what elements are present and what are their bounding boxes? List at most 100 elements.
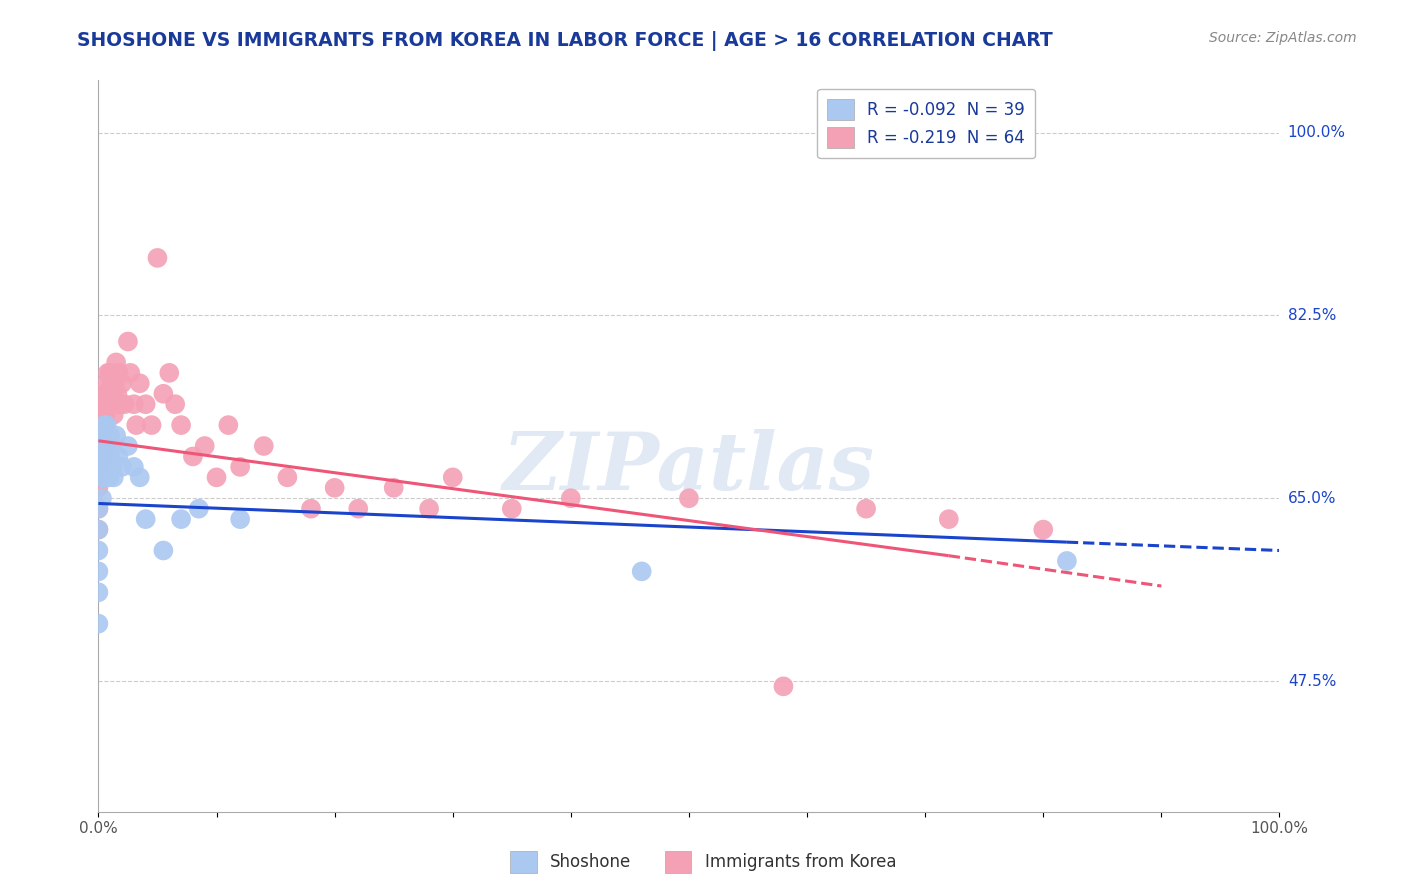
Point	[91, 450, 114, 464]
Point	[125, 418, 148, 433]
Point	[108, 397, 131, 411]
Point	[91, 439, 114, 453]
Point	[560, 491, 582, 506]
Point	[103, 408, 125, 422]
Text: 47.5%: 47.5%	[1288, 673, 1336, 689]
Point	[98, 470, 121, 484]
Point	[87, 481, 110, 495]
Point	[135, 512, 157, 526]
Text: ZIPatlas: ZIPatlas	[503, 429, 875, 507]
Text: Source: ZipAtlas.com: Source: ZipAtlas.com	[1209, 31, 1357, 45]
Point	[112, 397, 135, 411]
Point	[91, 459, 114, 474]
Point	[91, 439, 114, 453]
Point	[165, 397, 187, 411]
Point	[194, 439, 217, 453]
Point	[141, 418, 163, 433]
Point	[97, 397, 120, 411]
Point	[772, 679, 794, 693]
Point	[91, 428, 114, 442]
Point	[105, 386, 128, 401]
Point	[170, 418, 193, 433]
Point	[120, 366, 142, 380]
Point	[94, 386, 117, 401]
Point	[87, 523, 110, 537]
Point	[97, 428, 120, 442]
Point	[87, 585, 110, 599]
Point	[91, 408, 114, 422]
Point	[87, 459, 110, 474]
Point	[94, 450, 117, 464]
Point	[418, 501, 440, 516]
Point	[96, 376, 118, 391]
Point	[938, 512, 960, 526]
Point	[253, 439, 276, 453]
Point	[96, 418, 118, 433]
Point	[87, 565, 110, 579]
Text: 65.0%: 65.0%	[1288, 491, 1336, 506]
Point	[678, 491, 700, 506]
Point	[152, 543, 174, 558]
Point	[96, 397, 118, 411]
Point	[122, 459, 145, 474]
Point	[229, 512, 252, 526]
Point	[117, 334, 139, 349]
Point	[157, 366, 180, 380]
Point	[93, 397, 115, 411]
Point	[170, 512, 193, 526]
Point	[501, 501, 523, 516]
Point	[181, 450, 204, 464]
Point	[122, 397, 145, 411]
Point	[152, 386, 174, 401]
Point	[111, 376, 134, 391]
Text: 82.5%: 82.5%	[1288, 308, 1336, 323]
Point	[1056, 554, 1078, 568]
Point	[128, 376, 150, 391]
Point	[94, 408, 117, 422]
Point	[93, 470, 115, 484]
Text: SHOSHONE VS IMMIGRANTS FROM KOREA IN LABOR FORCE | AGE > 16 CORRELATION CHART: SHOSHONE VS IMMIGRANTS FROM KOREA IN LAB…	[77, 31, 1053, 51]
Point	[205, 470, 228, 484]
Point	[97, 366, 120, 380]
Point	[96, 450, 118, 464]
Point	[87, 501, 110, 516]
Point	[87, 523, 110, 537]
Point	[217, 418, 239, 433]
Point	[91, 418, 114, 433]
Point	[87, 616, 110, 631]
Point	[105, 355, 128, 369]
Point	[107, 450, 129, 464]
Point	[630, 565, 652, 579]
Point	[100, 439, 122, 453]
Point	[135, 397, 157, 411]
Point	[98, 450, 121, 464]
Point	[117, 439, 139, 453]
Point	[299, 501, 322, 516]
Point	[93, 418, 115, 433]
Point	[323, 481, 346, 495]
Point	[187, 501, 209, 516]
Point	[101, 386, 124, 401]
Legend: Shoshone, Immigrants from Korea: Shoshone, Immigrants from Korea	[503, 845, 903, 880]
Legend: R = -0.092  N = 39, R = -0.219  N = 64: R = -0.092 N = 39, R = -0.219 N = 64	[817, 88, 1035, 158]
Point	[87, 439, 110, 453]
Point	[98, 428, 121, 442]
Point	[128, 470, 150, 484]
Point	[93, 439, 115, 453]
Point	[146, 251, 169, 265]
Point	[441, 470, 464, 484]
Point	[97, 459, 120, 474]
Point	[229, 459, 252, 474]
Point	[94, 428, 117, 442]
Point	[107, 366, 129, 380]
Point	[111, 459, 134, 474]
Point	[93, 450, 115, 464]
Point	[276, 470, 298, 484]
Point	[382, 481, 405, 495]
Point	[101, 459, 124, 474]
Point	[98, 397, 121, 411]
Point	[93, 418, 115, 433]
Point	[347, 501, 370, 516]
Point	[1032, 523, 1054, 537]
Point	[98, 366, 121, 380]
